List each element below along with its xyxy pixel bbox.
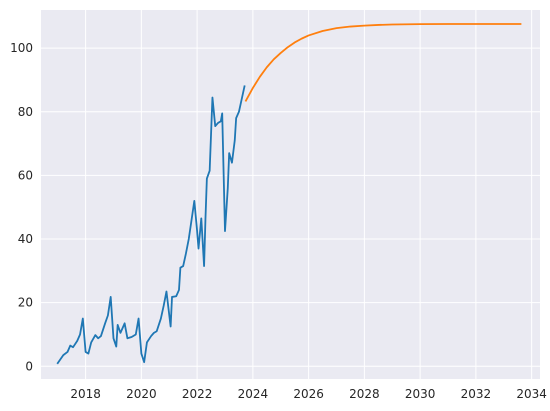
y-tick-label: 100 [10, 41, 33, 55]
x-gridlines [85, 10, 533, 379]
series-lines [56, 23, 522, 365]
y-tick-labels: 0 20 40 60 80 100 [10, 41, 33, 373]
x-tick-label: 2024 [238, 387, 269, 401]
x-tick-label: 2028 [349, 387, 380, 401]
y-gridlines [41, 47, 540, 367]
x-tick-label: 2020 [126, 387, 157, 401]
y-tick-label: 0 [25, 359, 33, 373]
x-tick-labels: 2018 2020 2022 2024 2026 2028 2030 2032 2034 [70, 387, 547, 401]
x-tick-label: 2018 [70, 387, 101, 401]
x-tick-label: 2030 [405, 387, 436, 401]
x-tick-label: 2026 [293, 387, 324, 401]
y-tick-label: 60 [18, 168, 33, 182]
observed-series-line [56, 85, 246, 365]
x-tick-label: 2022 [182, 387, 213, 401]
y-tick-label: 20 [18, 296, 33, 310]
x-tick-label: 2034 [516, 387, 547, 401]
projected-series-line [244, 23, 522, 102]
y-tick-label: 40 [18, 232, 33, 246]
x-tick-label: 2032 [461, 387, 492, 401]
y-tick-label: 80 [18, 105, 33, 119]
plot-area [41, 10, 540, 379]
